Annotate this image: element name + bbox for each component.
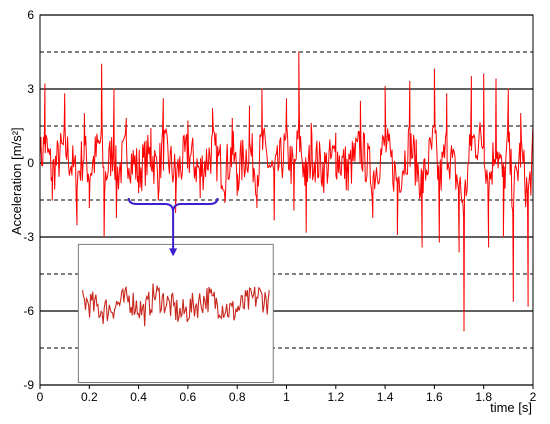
series-point-0-47	[483, 73, 485, 75]
x-tick-label-7: 1.4	[377, 390, 394, 404]
series-point-0-40	[421, 246, 423, 248]
inset-layer	[77, 243, 274, 384]
series-point-0-37	[384, 85, 386, 88]
series-point-0-45	[463, 330, 465, 332]
series-point-0-18	[199, 196, 201, 199]
series-point-0-46	[470, 76, 472, 78]
x-tick-label-2: 0.4	[130, 390, 147, 404]
series-point-0-48	[488, 246, 490, 248]
series-point-0-2	[51, 199, 53, 201]
y-axis-label: Acceleration [m/s²]	[9, 127, 24, 235]
y-tick-label-1: 3	[27, 82, 34, 96]
series-point-0-3	[64, 93, 66, 95]
series-point-0-34	[347, 189, 349, 191]
x-tick-label-1: 0.2	[81, 390, 98, 404]
series-point-0-1	[44, 83, 46, 85]
series-point-0-54	[527, 305, 529, 307]
x-axis-label: time [s]	[490, 400, 532, 415]
series-point-0-39	[409, 81, 411, 83]
tick-layer: 0 0.2 0.4 0.6 0.8 1 1.2 1.4 1.6 1.8 2 6 3 0 -3 -6 -9	[23, 8, 536, 404]
series-point-0-5	[83, 113, 85, 115]
y-tick-label-0: 6	[27, 8, 34, 22]
series-point-0-32	[322, 187, 325, 189]
series-point-0-12	[138, 192, 140, 194]
series-point-0-26	[273, 219, 275, 221]
series-point-0-17	[187, 120, 189, 122]
series-point-0-50	[502, 236, 505, 238]
series-point-0-16	[174, 211, 177, 213]
series-point-0-44	[458, 251, 460, 253]
x-tick-label-4: 0.8	[229, 390, 246, 404]
x-tick-label-6: 1.2	[327, 390, 344, 404]
series-point-0-36	[372, 216, 374, 218]
series-point-0-49	[495, 78, 497, 80]
x-tick-label-0: 0	[37, 390, 44, 404]
series-point-0-23	[248, 105, 251, 107]
series-point-0-20	[224, 201, 226, 204]
x-tick-label-3: 0.6	[180, 390, 197, 404]
series-point-0-9	[113, 88, 115, 90]
x-tick-label-10: 2	[530, 390, 537, 404]
series-point-0-6	[88, 206, 90, 208]
series-point-0-42	[438, 241, 440, 243]
series-point-0-13	[150, 127, 152, 130]
series-point-0-52	[512, 300, 514, 302]
series-point-0-29	[298, 51, 300, 53]
y-tick-label-5: -9	[23, 378, 34, 392]
zoom-arrow-head	[169, 248, 178, 257]
series-point-0-11	[125, 118, 127, 120]
x-tick-label-9: 1.8	[475, 390, 492, 404]
series-point-0-14	[157, 199, 159, 201]
series-point-0-25	[261, 88, 263, 90]
series-point-0-24	[256, 206, 258, 208]
series-point-0-35	[359, 100, 362, 102]
series-point-0-53	[520, 113, 522, 115]
x-tick-label-5: 1	[283, 390, 290, 404]
series-point-0-15	[162, 98, 164, 100]
series-point-0-19	[211, 108, 214, 110]
series-point-0-31	[310, 122, 312, 125]
series-point-0-43	[446, 93, 448, 95]
series-point-0-27	[285, 98, 288, 100]
series-point-0-7	[101, 63, 103, 65]
series-point-0-4	[76, 224, 78, 226]
series-point-0-51	[507, 88, 509, 90]
annotation-layer	[127, 197, 219, 257]
series-point-0-28	[293, 209, 295, 211]
series-point-0-38	[396, 233, 399, 236]
series-point-0-21	[231, 118, 233, 120]
zoom-inset-trace	[81, 283, 270, 327]
x-tick-label-8: 1.6	[426, 390, 443, 404]
y-tick-label-4: -6	[23, 304, 34, 318]
series-point-0-30	[305, 231, 307, 233]
y-tick-label-2: 0	[27, 156, 34, 170]
series-point-0-22	[236, 194, 238, 196]
series-point-0-8	[103, 236, 105, 238]
y-tick-label-3: -3	[23, 230, 34, 244]
series-point-0-41	[433, 68, 435, 70]
series-point-0-33	[335, 132, 337, 134]
series-layer	[39, 51, 534, 332]
series-point-0-10	[115, 216, 118, 218]
series-line-0	[39, 51, 534, 332]
